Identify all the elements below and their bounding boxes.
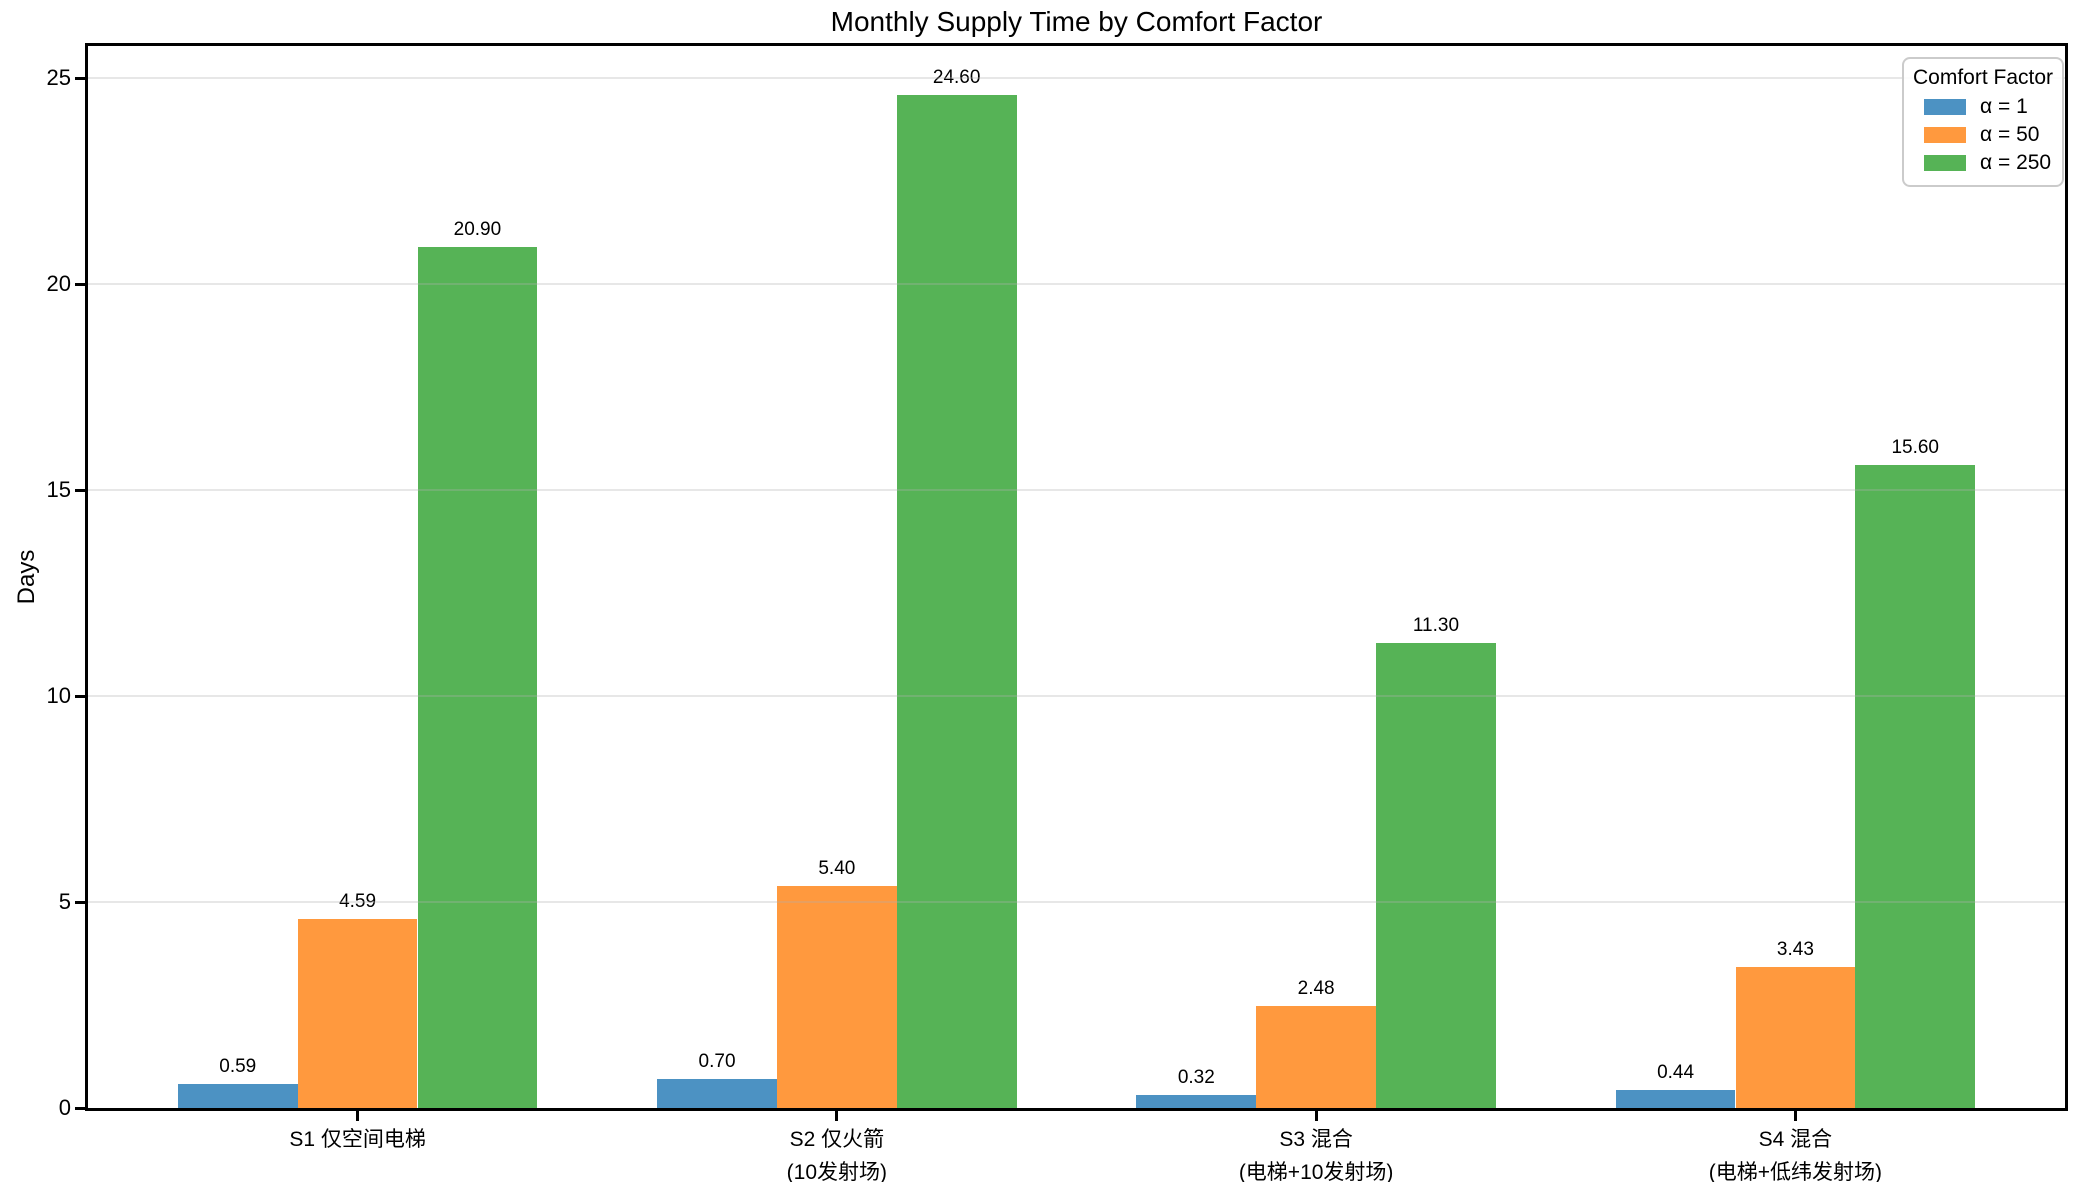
gridline-y25 [88,77,2065,80]
y-axis-label: Days [13,549,40,605]
bar-S4-series2 [1855,465,1976,1108]
bar-value-label: 4.59 [339,890,377,912]
bar-value-label: 20.90 [453,219,502,241]
x-tick [356,1111,360,1121]
y-tick-label: 5 [58,889,71,915]
x-category-label-line: S4 混合 [1758,1128,1833,1151]
x-category-label-line: (电梯+低纬发射场) [1708,1161,1883,1182]
bar-value-label: 5.40 [818,857,856,879]
bar-S1-series1 [297,918,418,1108]
legend-item: α = 1 [1912,93,2054,121]
bar-value-label: 3.43 [1776,938,1814,960]
x-category-label-line: (电梯+10发射场) [1238,1161,1394,1182]
x-category-label-S1: S1 仅空间电梯 [98,1123,618,1156]
bar-value-label: 2.48 [1297,977,1335,999]
x-category-label-line: (10发射场) [786,1161,888,1182]
x-category-label-line: S2 仅火箭 [789,1128,885,1151]
legend-item: α = 50 [1912,121,2054,149]
bar-value-label: 0.70 [698,1051,736,1073]
y-tick [75,694,85,698]
bar-S1-series0 [177,1083,298,1108]
y-tick [75,1106,85,1110]
bar-S2-series0 [657,1079,777,1108]
legend-title: Comfort Factor [1912,66,2054,89]
y-tick-label: 25 [46,65,71,91]
bar-S1-series2 [417,247,538,1108]
y-tick [75,900,85,904]
legend-swatch-icon [1924,155,1966,171]
plot-area: 0.59 4.59 20.90 0.70 5.40 24.60 0.32 2.48 11.30 0… [85,43,2068,1111]
x-tick [835,1111,839,1121]
gridline-y20 [88,283,2065,286]
bar-S2-series2 [896,94,1017,1108]
x-tick [1793,1111,1797,1121]
x-tick [1314,1111,1318,1121]
y-tick-label: 10 [46,683,71,709]
bar-S2-series1 [776,885,897,1108]
legend-swatch-icon [1924,127,1966,143]
legend-items: α = 1 α = 50 α = 250 [1912,93,2054,177]
legend-item: α = 250 [1912,149,2054,177]
bar-value-label: 0.32 [1177,1066,1215,1088]
x-category-label-line: S1 仅空间电梯 [289,1128,426,1151]
bar-value-label: 0.44 [1657,1061,1695,1083]
bar-S3-series1 [1256,1005,1377,1108]
y-tick [75,488,85,492]
y-tick-label: 15 [46,477,71,503]
gridline-y15 [88,489,2065,492]
bar-S3-series0 [1136,1094,1257,1108]
legend-item-label: α = 1 [1980,95,2028,118]
legend-swatch-icon [1924,99,1966,115]
y-tick-label: 0 [58,1095,71,1120]
bar-value-label: 11.30 [1412,614,1460,636]
y-tick-label: 20 [46,271,71,297]
legend: Comfort Factor α = 1 α = 50 α = 250 [1902,57,2064,187]
bar-S4-series1 [1735,966,1856,1108]
x-category-label-S3: S3 混合 (电梯+10发射场) [1056,1123,1576,1182]
bar-value-label: 24.60 [932,66,981,88]
y-tick [75,76,85,80]
x-category-label-S2: S2 仅火箭 (10发射场) [577,1123,1097,1182]
legend-item-label: α = 250 [1980,151,2052,174]
y-tick [75,282,85,286]
chart-title: Monthly Supply Time by Comfort Factor [830,6,1323,37]
bar-value-label: 15.60 [1891,437,1939,459]
legend-item-label: α = 50 [1980,123,2040,146]
bar-S3-series2 [1376,642,1496,1108]
x-category-label-line: S3 混合 [1279,1128,1353,1151]
bar-value-label: 0.59 [219,1055,257,1077]
x-category-label-S4: S4 混合 (电梯+低纬发射场) [1535,1123,2055,1182]
gridline-y10 [88,695,2065,698]
bar-S4-series0 [1615,1089,1736,1108]
